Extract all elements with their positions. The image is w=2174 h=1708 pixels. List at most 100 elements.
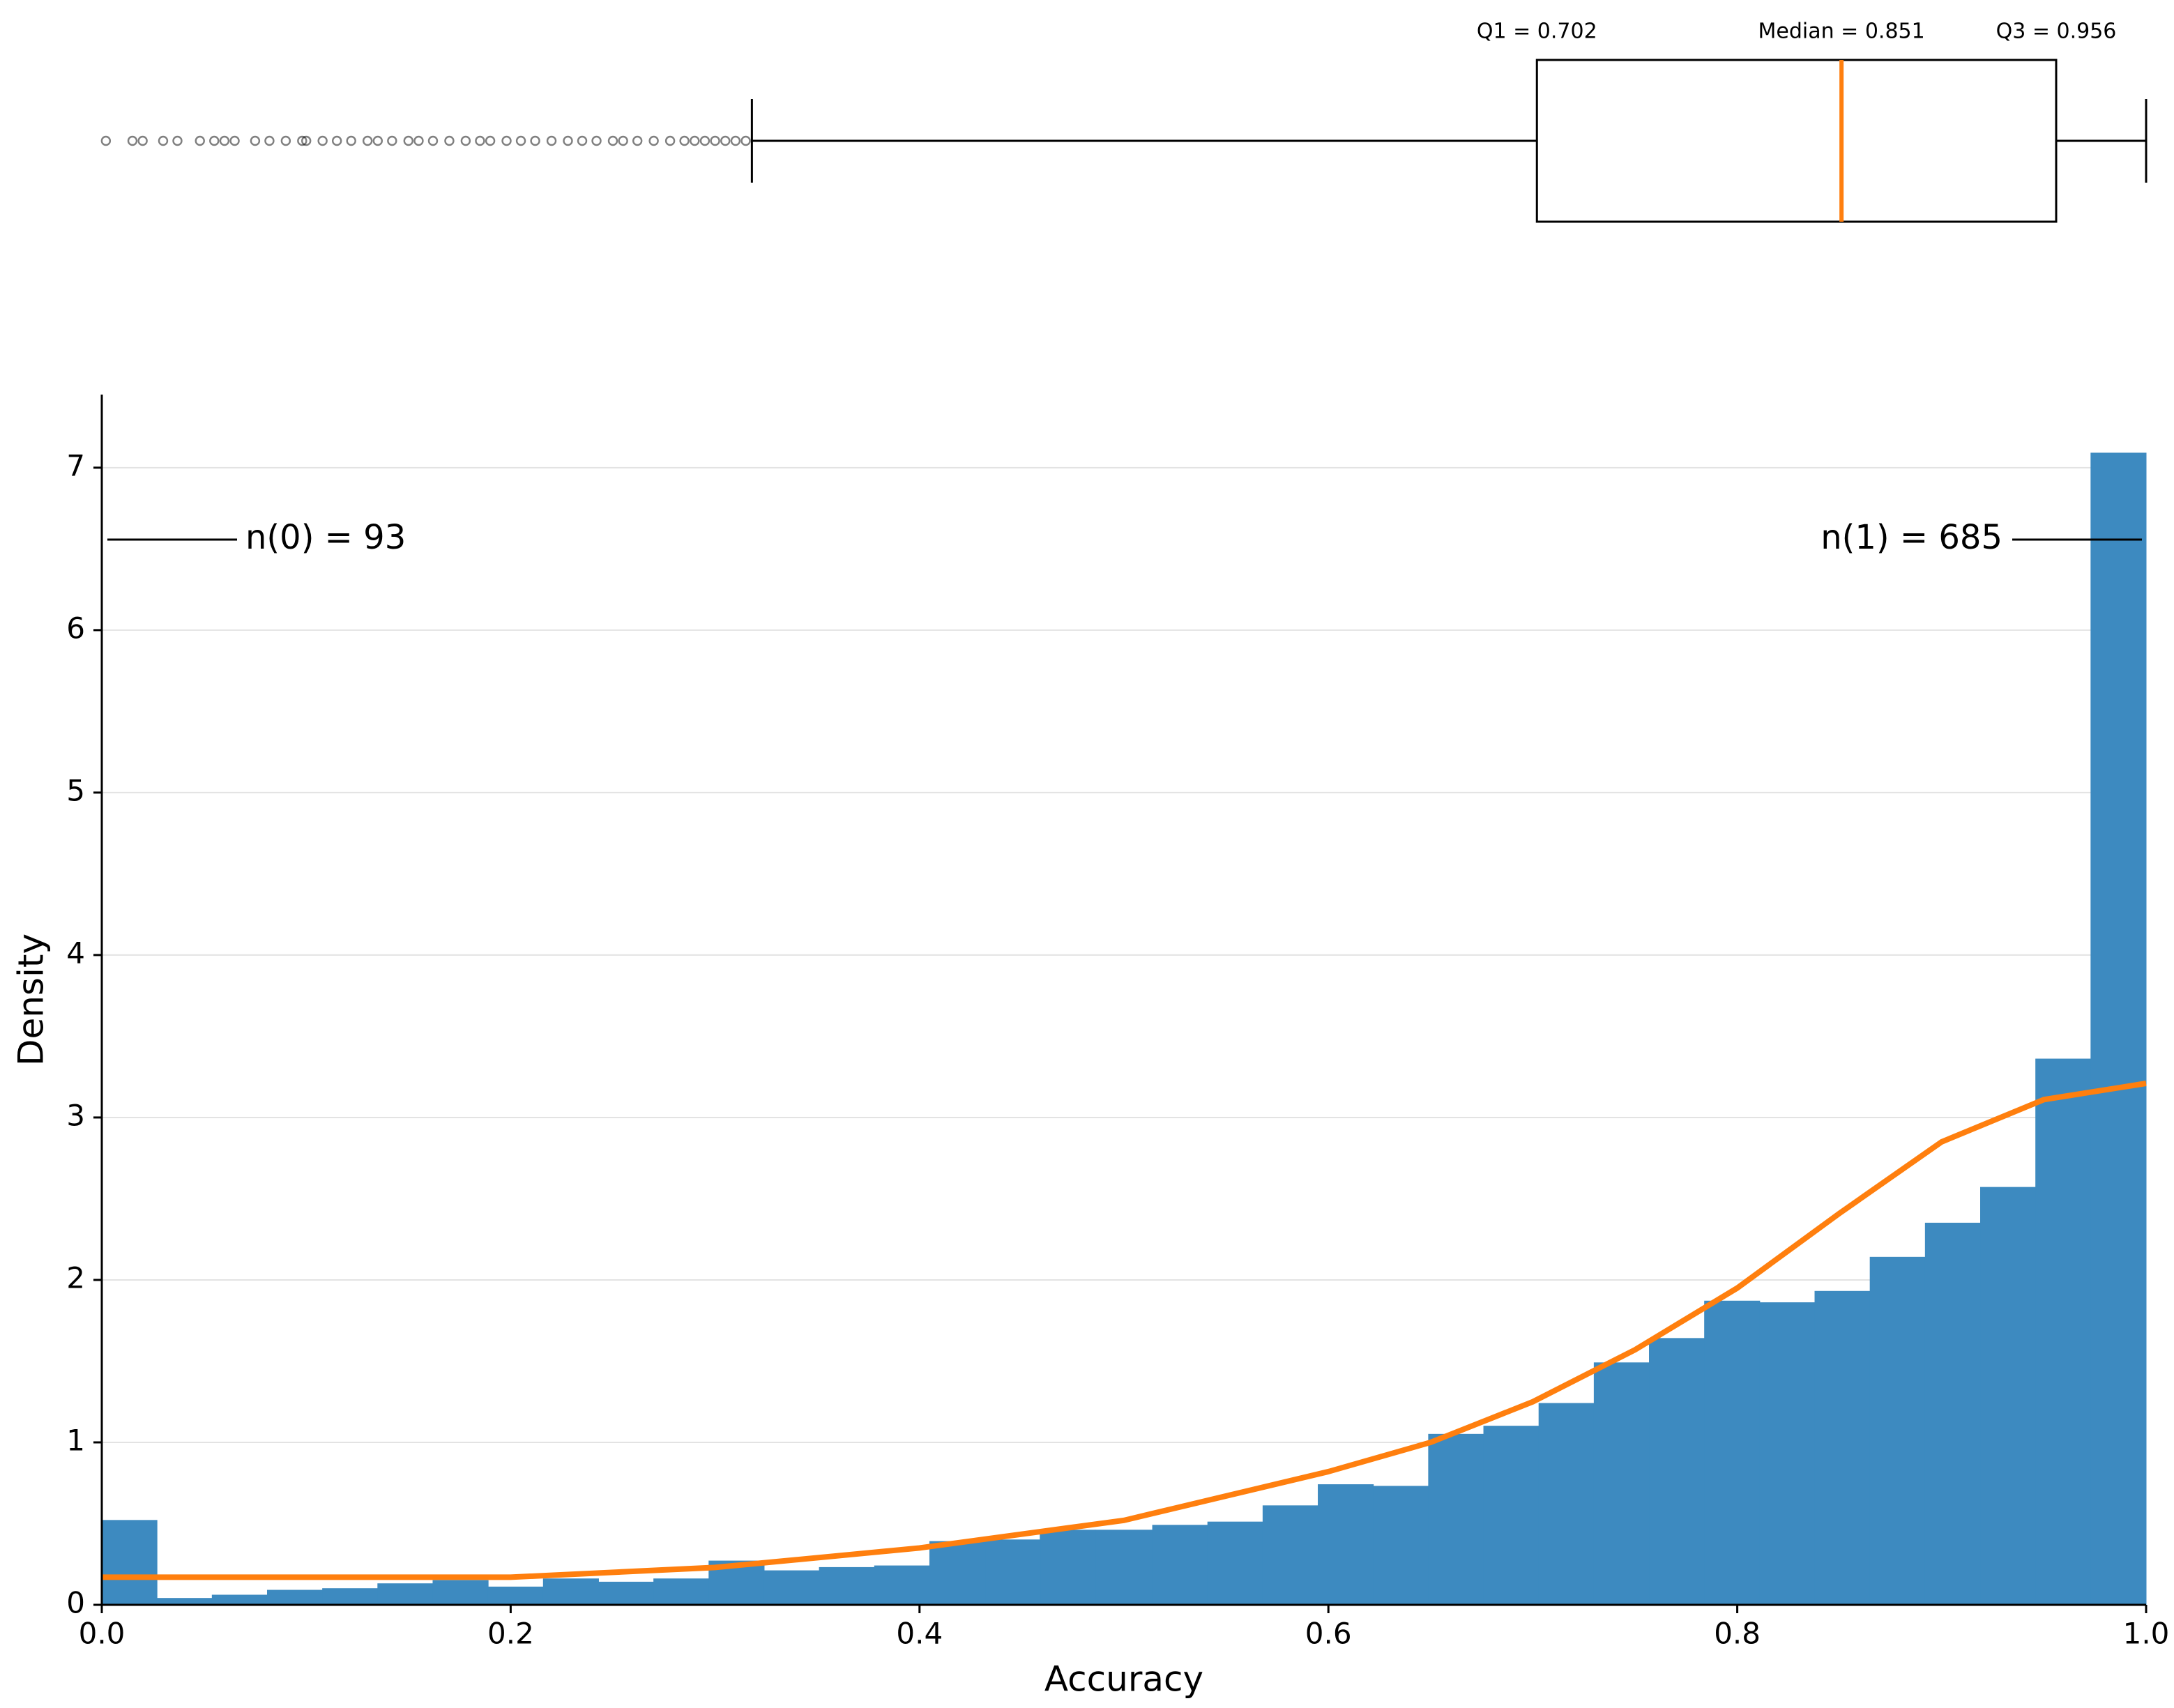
kde-line bbox=[102, 1081, 2147, 1580]
bar bbox=[487, 1586, 544, 1606]
y-tick-label: 3 bbox=[66, 1098, 85, 1132]
outlier bbox=[563, 135, 573, 146]
outlier bbox=[648, 135, 659, 146]
bar bbox=[211, 1594, 268, 1606]
outlier bbox=[280, 135, 291, 146]
outlier bbox=[229, 135, 240, 146]
bar bbox=[1593, 1362, 1650, 1606]
box bbox=[1535, 59, 2058, 223]
bar bbox=[1704, 1300, 1761, 1606]
outlier bbox=[264, 135, 275, 146]
x-tick-label: 1.0 bbox=[2123, 1617, 2170, 1651]
box-label: Q1 = 0.702 bbox=[1477, 20, 1597, 44]
bar bbox=[2035, 1058, 2092, 1606]
bar bbox=[653, 1578, 710, 1606]
outlier bbox=[427, 135, 439, 146]
outlier bbox=[403, 135, 413, 146]
bar bbox=[322, 1588, 379, 1606]
y-tick-label: 5 bbox=[66, 773, 85, 807]
outlier bbox=[690, 135, 700, 146]
outlier bbox=[618, 135, 628, 146]
bar bbox=[432, 1580, 489, 1606]
annotation: n(0) = 93 bbox=[245, 518, 406, 557]
bar bbox=[985, 1539, 1041, 1606]
outlier bbox=[219, 135, 230, 146]
bar bbox=[1428, 1433, 1484, 1606]
x-tick-label: 0.4 bbox=[896, 1617, 943, 1651]
bar bbox=[1040, 1530, 1096, 1606]
bar bbox=[1207, 1521, 1263, 1606]
outlier bbox=[501, 135, 512, 146]
outlier bbox=[720, 135, 731, 146]
bar bbox=[1262, 1505, 1319, 1606]
outlier bbox=[158, 135, 169, 146]
bar bbox=[1924, 1222, 1982, 1606]
bar bbox=[101, 1520, 158, 1606]
outlier bbox=[485, 135, 496, 146]
outlier bbox=[632, 135, 643, 146]
outlier bbox=[195, 135, 205, 146]
y-tick-label: 6 bbox=[66, 611, 85, 645]
y-tick-label: 2 bbox=[66, 1260, 85, 1295]
outlier bbox=[297, 135, 307, 146]
outlier bbox=[250, 135, 261, 146]
outlier bbox=[577, 135, 588, 146]
bar bbox=[1759, 1302, 1816, 1606]
outlier bbox=[137, 135, 148, 146]
y-tick-label: 1 bbox=[66, 1423, 85, 1457]
x-tick-label: 0.2 bbox=[487, 1617, 534, 1651]
outlier bbox=[607, 135, 618, 146]
bar bbox=[377, 1583, 434, 1606]
y-tick-label: 0 bbox=[66, 1586, 85, 1620]
outlier bbox=[317, 135, 328, 146]
bar bbox=[1373, 1486, 1429, 1606]
outlier bbox=[699, 135, 710, 146]
outlier bbox=[515, 135, 526, 146]
outlier bbox=[346, 135, 356, 146]
y-tick-label: 7 bbox=[66, 448, 85, 482]
x-tick-label: 0.8 bbox=[1714, 1617, 1761, 1651]
outlier bbox=[740, 135, 751, 146]
outlier bbox=[546, 135, 557, 146]
outlier bbox=[591, 135, 602, 146]
x-tick-label: 0.0 bbox=[79, 1617, 126, 1651]
outlier bbox=[413, 135, 424, 146]
annotation: n(1) = 685 bbox=[1820, 518, 2002, 557]
bar bbox=[1095, 1530, 1153, 1606]
bar bbox=[874, 1565, 930, 1606]
bar bbox=[1318, 1484, 1374, 1606]
bar bbox=[1869, 1256, 1926, 1606]
bar bbox=[1152, 1525, 1208, 1606]
outlier bbox=[460, 135, 471, 146]
y-tick-label: 4 bbox=[66, 936, 85, 970]
outlier bbox=[100, 135, 112, 146]
bar bbox=[1538, 1403, 1595, 1606]
bar bbox=[1483, 1426, 1540, 1606]
x-axis-label: Accuracy bbox=[1044, 1659, 1203, 1700]
outlier bbox=[362, 135, 373, 146]
outlier bbox=[679, 135, 690, 146]
outlier bbox=[475, 135, 485, 146]
x-tick-label: 0.6 bbox=[1305, 1617, 1352, 1651]
bar bbox=[266, 1589, 324, 1606]
outlier bbox=[301, 135, 312, 146]
outlier bbox=[172, 135, 183, 146]
bar bbox=[598, 1581, 655, 1606]
outlier bbox=[331, 135, 342, 146]
outlier bbox=[209, 135, 220, 146]
outlier bbox=[730, 135, 741, 146]
outlier bbox=[372, 135, 383, 146]
bar bbox=[1649, 1338, 1705, 1606]
outlier bbox=[387, 135, 397, 146]
outlier bbox=[664, 135, 676, 146]
bar bbox=[929, 1541, 986, 1606]
box-label: Q3 = 0.956 bbox=[1996, 20, 2117, 44]
box-label: Median = 0.851 bbox=[1758, 20, 1925, 44]
outlier bbox=[127, 135, 138, 146]
bar bbox=[763, 1570, 820, 1606]
bar bbox=[1814, 1290, 1871, 1606]
bar bbox=[1980, 1187, 2037, 1606]
outlier bbox=[530, 135, 540, 146]
